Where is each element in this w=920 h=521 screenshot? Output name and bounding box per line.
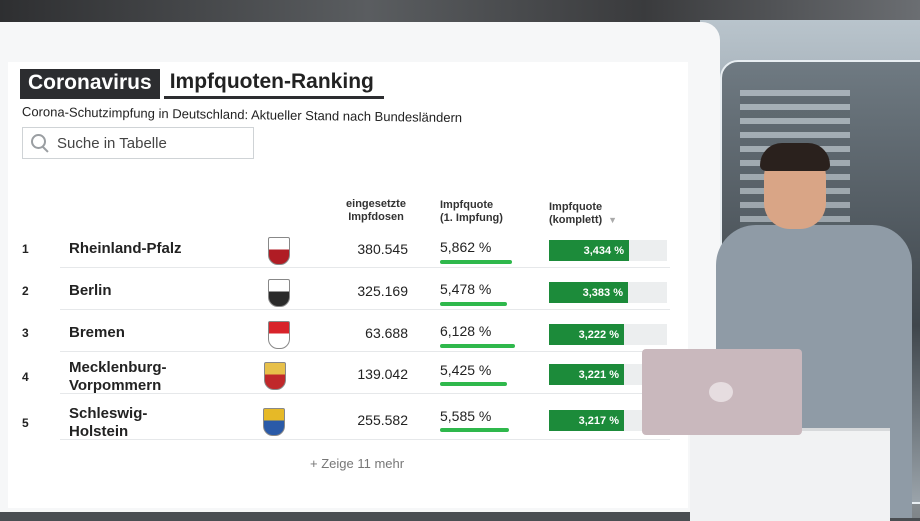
rank-cell: 3	[22, 326, 29, 340]
header: Coronavirus Impfquoten-Ranking	[20, 57, 384, 99]
state-name-line: Rheinland-Pfalz	[69, 240, 182, 257]
rank-cell: 5	[22, 416, 29, 430]
row-divider	[60, 267, 670, 268]
complete-bar: 3,217 %	[549, 410, 624, 431]
column-header-first-line1: Impfquote	[440, 199, 494, 211]
berlin-bear-crest-icon	[268, 279, 290, 307]
rank-cell: 2	[22, 284, 29, 298]
first-dose-cell: 5,862 %	[440, 239, 492, 255]
table-row[interactable]: 1 Rheinland-Pfalz 380.545 5,862 % 3,434 …	[18, 228, 670, 268]
complete-bar: 3,222 %	[549, 324, 624, 345]
first-dose-bar	[440, 344, 515, 348]
mecklenburg-vorpommern-crest-icon	[264, 362, 286, 390]
presenter-desk	[690, 428, 890, 521]
first-dose-bar	[440, 428, 509, 432]
state-name-line: Mecklenburg-	[69, 359, 167, 376]
complete-bar: 3,434 %	[549, 240, 629, 261]
column-header-doses-line1: eingesetzte	[346, 198, 406, 210]
complete-bar: 3,383 %	[549, 282, 628, 303]
state-cell: Mecklenburg- Vorpommern	[69, 359, 167, 395]
doses-cell: 255.582	[357, 412, 408, 428]
first-dose-cell: 5,585 %	[440, 408, 492, 424]
column-header-complete-line1: Impfquote	[549, 201, 603, 213]
first-dose-bar	[440, 260, 512, 264]
state-name-line: Berlin	[69, 282, 112, 299]
rank-cell: 1	[22, 242, 29, 256]
first-dose-cell: 6,128 %	[440, 323, 492, 339]
first-dose-bar	[440, 302, 507, 306]
complete-bar: 3,221 %	[549, 364, 624, 385]
search-icon	[29, 132, 51, 154]
column-header-doses: eingesetzte Impfdosen	[343, 198, 409, 224]
state-name-line: Holstein	[69, 423, 129, 440]
column-header-doses-line2: Impfdosen	[348, 211, 404, 223]
show-more-link[interactable]: + Zeige 11 mehr	[310, 456, 405, 471]
column-header-first-line2: (1. Impfung)	[440, 212, 503, 224]
table-row[interactable]: 2 Berlin 325.169 5,478 % 3,383 %	[18, 270, 670, 310]
doses-cell: 325.169	[357, 283, 408, 299]
doses-cell: 139.042	[357, 366, 408, 382]
first-dose-cell: 5,478 %	[440, 281, 492, 297]
rheinland-pfalz-crest-icon	[268, 237, 290, 265]
rank-cell: 4	[22, 370, 29, 384]
column-header-first-dose: Impfquote (1. Impfung)	[440, 199, 503, 225]
doses-cell: 63.688	[365, 325, 408, 341]
laptop-logo-icon	[709, 382, 733, 402]
sort-descending-icon[interactable]: ▼	[608, 215, 618, 225]
bremen-key-crest-icon	[268, 321, 290, 349]
state-cell: Rheinland-Pfalz	[69, 240, 182, 258]
row-divider	[60, 393, 670, 394]
state-cell: Schleswig- Holstein	[69, 405, 147, 441]
table-row[interactable]: 3 Bremen 63.688 6,128 % 3,222 %	[18, 312, 670, 352]
state-name-line: Vorpommern	[69, 377, 162, 394]
column-header-complete[interactable]: Impfquote (komplett) ▼	[549, 201, 617, 227]
doses-cell: 380.545	[357, 241, 408, 257]
first-dose-cell: 5,425 %	[440, 362, 492, 378]
column-header-complete-line2: (komplett)	[549, 214, 603, 226]
topic-badge: Coronavirus	[20, 69, 160, 99]
row-divider	[60, 439, 670, 440]
page-title: Impfquoten-Ranking	[163, 70, 384, 99]
search-input[interactable]	[55, 133, 249, 153]
state-cell: Bremen	[69, 324, 125, 342]
state-name-line: Schleswig-	[69, 405, 148, 422]
search-box[interactable]	[22, 127, 254, 159]
first-dose-bar	[440, 382, 507, 386]
table-row[interactable]: 4 Mecklenburg- Vorpommern 139.042 5,425 %…	[18, 354, 670, 394]
state-name-line: Bremen	[69, 324, 125, 341]
state-cell: Berlin	[69, 282, 112, 300]
laptop	[642, 349, 802, 435]
schleswig-holstein-crest-icon	[263, 408, 285, 436]
row-divider	[60, 351, 670, 352]
presenter-hair	[760, 143, 830, 171]
row-divider	[60, 309, 670, 310]
table-row[interactable]: 5 Schleswig- Holstein 255.582 5,585 % 3,2…	[18, 400, 670, 440]
